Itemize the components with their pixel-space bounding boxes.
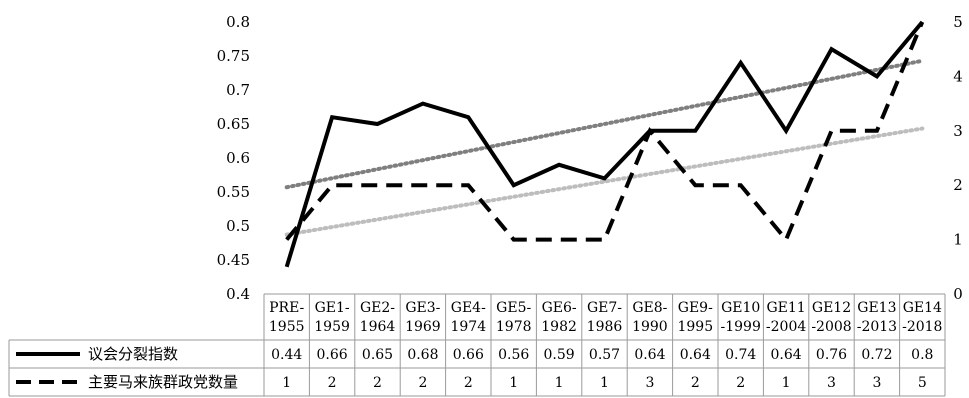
category-label: 1990 (632, 319, 668, 335)
category-label: PRE- (269, 300, 304, 316)
data-label: 0.59 (544, 347, 575, 363)
data-label: 3 (872, 375, 881, 391)
data-label: 0.66 (317, 347, 348, 363)
data-label: 1 (555, 375, 564, 391)
data-label: 0.57 (589, 347, 620, 363)
data-label: 0.68 (407, 347, 438, 363)
data-label: 0.66 (453, 347, 484, 363)
right-axis-tick-label: 5 (953, 13, 963, 31)
category-label: GE10 (721, 300, 760, 316)
data-label: 0.76 (816, 347, 847, 363)
data-label: 0.64 (680, 347, 711, 363)
data-label: 0.56 (498, 347, 529, 363)
data-label: 0.72 (861, 347, 892, 363)
left-axis-tick-label: 0.45 (217, 251, 250, 269)
data-label: 2 (464, 375, 473, 391)
right-axis-tick-label: 1 (953, 231, 963, 249)
right-axis-tick-label: 4 (953, 67, 963, 85)
data-label: 1 (282, 375, 291, 391)
category-label: 1982 (541, 319, 577, 335)
category-label: 1974 (450, 319, 486, 335)
category-label: -1999 (721, 319, 761, 335)
data-label: 0.64 (634, 347, 665, 363)
category-label: GE7- (587, 300, 622, 316)
category-label: 1986 (587, 319, 623, 335)
axes: 0.4 0.45 0.5 0.55 0.6 0.65 0.7 0.75 0.8 0 1 2 3 4 5 (217, 13, 963, 303)
data-label: 2 (418, 375, 427, 391)
left-axis-tick-label: 0.55 (217, 183, 250, 201)
category-label: -2018 (902, 319, 942, 335)
category-label: GE4- (451, 300, 486, 316)
right-axis-tick-label: 0 (953, 285, 963, 303)
category-label: 1995 (677, 319, 713, 335)
category-label: GE13 (857, 300, 896, 316)
category-label: 1959 (314, 319, 350, 335)
left-axis-tick-label: 0.65 (217, 115, 250, 133)
data-label: 2 (373, 375, 382, 391)
right-axis-tick-label: 3 (953, 122, 963, 140)
category-label: GE14 (903, 300, 942, 316)
trendlines (284, 58, 925, 237)
data-label: 0.64 (771, 347, 802, 363)
data-label: 5 (918, 375, 927, 391)
right-axis-tick-label: 2 (953, 176, 963, 194)
left-axis-tick-label: 0.5 (226, 217, 250, 235)
left-axis-tick-label: 0.8 (226, 13, 250, 31)
category-label: 1978 (496, 319, 532, 335)
series-lines (284, 20, 925, 268)
left-axis-tick-label: 0.7 (226, 81, 250, 99)
data-label: 0.44 (271, 347, 302, 363)
category-label: 1955 (269, 319, 305, 335)
series-line-party-count (285, 21, 925, 244)
category-label: GE6- (542, 300, 577, 316)
trendline-party-count (284, 126, 925, 237)
category-label: GE3- (405, 300, 440, 316)
trendline-index (284, 58, 925, 190)
category-label: GE12 (812, 300, 851, 316)
category-label: GE9- (678, 300, 713, 316)
category-label: GE8- (632, 300, 667, 316)
data-label: 0.8 (911, 347, 933, 363)
left-axis-tick-label: 0.6 (226, 149, 250, 167)
left-axis-tick-label: 0.75 (217, 47, 250, 65)
category-label: GE5- (496, 300, 531, 316)
legend-label: 主要马来族群政党数量 (88, 373, 238, 391)
category-label: GE2- (360, 300, 395, 316)
data-label: 0.74 (725, 347, 756, 363)
data-label: 2 (736, 375, 745, 391)
data-label: 3 (827, 375, 836, 391)
data-table: PRE- 1955 GE1- 1959 GE2- 1964 GE3- 1969 GE4- 1974… (8, 293, 946, 397)
category-label: GE11 (766, 300, 805, 316)
category-label: 1969 (405, 319, 441, 335)
data-label: 0.65 (362, 347, 393, 363)
data-label: 2 (328, 375, 337, 391)
category-label: -2013 (857, 319, 897, 335)
data-label: 1 (782, 375, 791, 391)
data-label: 1 (600, 375, 609, 391)
data-label: 3 (645, 375, 654, 391)
left-axis-tick-label: 0.4 (226, 285, 250, 303)
category-label: -2008 (811, 319, 851, 335)
category-label: GE1- (315, 300, 350, 316)
category-label: -2004 (766, 319, 806, 335)
data-label: 1 (509, 375, 518, 391)
legend-label: 议会分裂指数 (88, 345, 178, 363)
data-label: 2 (691, 375, 700, 391)
category-label: 1964 (360, 319, 396, 335)
